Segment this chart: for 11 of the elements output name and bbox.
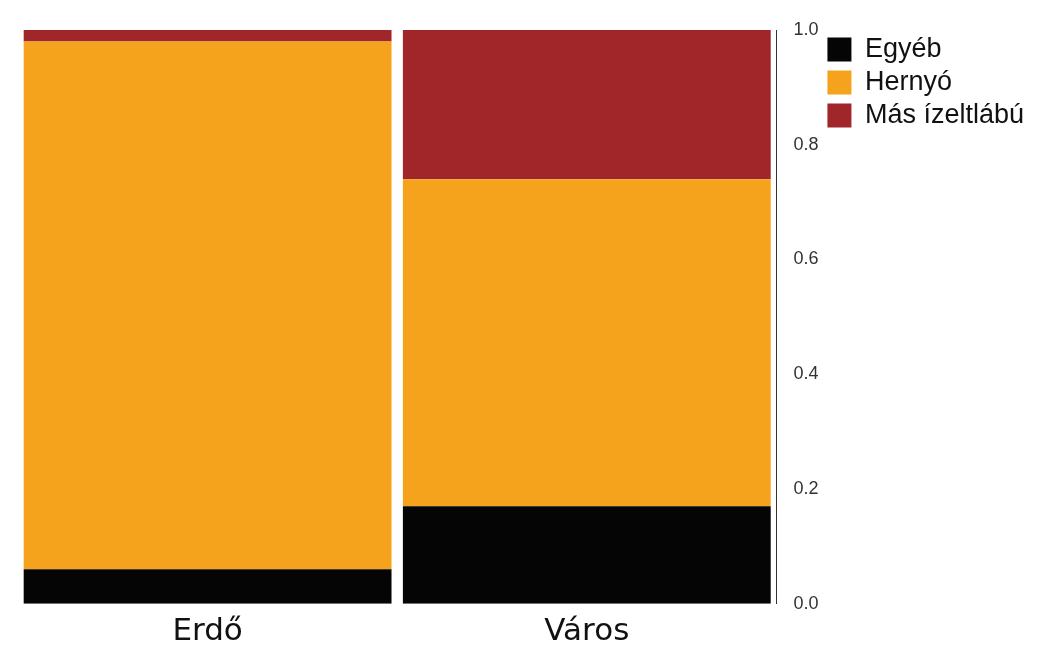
y-tick-label: 0.6 (793, 248, 819, 269)
x-tick-label: Erdő (172, 611, 243, 648)
y-tick-label: 0.8 (793, 133, 819, 154)
legend-label: Hernyó (864, 65, 952, 96)
legend-label: Más ízeltlábú (864, 98, 1024, 129)
y-tick-label: 0.2 (793, 478, 819, 499)
y-tick-label: 0.0 (793, 592, 819, 613)
legend-label: Egyéb (864, 32, 942, 63)
y-tick-label: 1.0 (793, 18, 819, 39)
x-tick-label: Város (544, 611, 630, 648)
y-tick-label: 0.4 (793, 363, 819, 384)
